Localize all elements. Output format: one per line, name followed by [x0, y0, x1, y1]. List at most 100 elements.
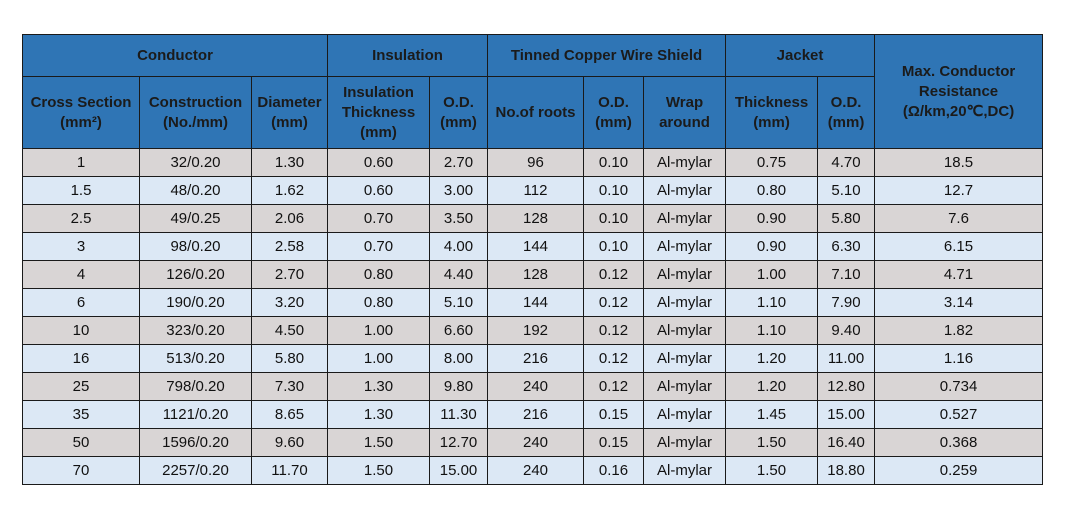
table-cell: 8.00	[429, 344, 489, 373]
table-cell: 5.10	[817, 176, 876, 205]
column-header: Construction (No./mm)	[139, 76, 252, 149]
table-cell: 1.50	[725, 428, 819, 457]
column-header: Wrap around	[643, 76, 727, 149]
table-cell: 2.06	[250, 204, 329, 233]
table-cell: 1.45	[725, 400, 819, 429]
table-cell: 1	[22, 148, 140, 177]
table-row: 25 798/0.20 7.30 1.30 9.80 240 0.12 Al-mylar 1.2…	[22, 372, 1044, 401]
table-cell: 18.5	[874, 148, 1044, 177]
table-cell: 12.80	[817, 372, 876, 401]
table-cell: 2.70	[429, 148, 489, 177]
group-header: Tinned Copper Wire Shield	[487, 34, 727, 77]
table-cell: 4.70	[817, 148, 876, 177]
table-cell: 1.62	[250, 176, 329, 205]
table-cell: 12.7	[874, 176, 1044, 205]
table-row: 1.5 48/0.20 1.62 0.60 3.00 112 0.10 Al-mylar 0.8…	[22, 176, 1044, 205]
column-header: Insulation Thickness (mm)	[327, 76, 431, 149]
table-cell: 1.30	[250, 148, 329, 177]
table-cell: Al-mylar	[643, 148, 727, 177]
table-cell: 50	[22, 428, 140, 457]
table-cell: 16.40	[817, 428, 876, 457]
table-cell: 0.70	[327, 204, 431, 233]
column-header: O.D. (mm)	[817, 76, 876, 149]
table-cell: 0.90	[725, 204, 819, 233]
table-row: 6 190/0.20 3.20 0.80 5.10 144 0.12 Al-mylar 1.10…	[22, 288, 1044, 317]
table-row: 4 126/0.20 2.70 0.80 4.40 128 0.12 Al-mylar 1.00…	[22, 260, 1044, 289]
table-cell: 112	[487, 176, 585, 205]
table-cell: 1.20	[725, 344, 819, 373]
table-cell: 3.00	[429, 176, 489, 205]
table-cell: 32/0.20	[139, 148, 252, 177]
table-cell: 240	[487, 372, 585, 401]
table-cell: 513/0.20	[139, 344, 252, 373]
table-cell: 11.30	[429, 400, 489, 429]
table-cell: 3	[22, 232, 140, 261]
table-cell: 4.40	[429, 260, 489, 289]
column-header: No.of roots	[487, 76, 585, 149]
table-cell: Al-mylar	[643, 456, 727, 485]
table-cell: 1.50	[327, 428, 431, 457]
table-cell: 0.527	[874, 400, 1044, 429]
table-cell: 128	[487, 204, 585, 233]
table-cell: 1596/0.20	[139, 428, 252, 457]
table-cell: 7.90	[817, 288, 876, 317]
table-cell: 3.20	[250, 288, 329, 317]
table-cell: 1.30	[327, 400, 431, 429]
spec-table: Conductor Insulation Tinned Copper Wire Sh…	[21, 34, 1044, 485]
table-cell: 0.70	[327, 232, 431, 261]
column-header-row: Cross Section (mm²) Construction (No./mm)…	[22, 76, 1043, 149]
table-cell: 192	[487, 316, 585, 345]
table-cell: 16	[22, 344, 140, 373]
group-header: Max. Conductor Resistance (Ω/km,20℃,DC)	[874, 34, 1044, 149]
table-cell: 0.80	[327, 260, 431, 289]
table-cell: Al-mylar	[643, 288, 727, 317]
table-cell: 798/0.20	[139, 372, 252, 401]
column-header: Diameter (mm)	[250, 76, 329, 149]
group-header: Jacket	[725, 34, 876, 77]
table-cell: 190/0.20	[139, 288, 252, 317]
table-cell: 2.5	[22, 204, 140, 233]
table-cell: Al-mylar	[643, 400, 727, 429]
table-cell: Al-mylar	[643, 316, 727, 345]
table-cell: 1.30	[327, 372, 431, 401]
table-cell: 6	[22, 288, 140, 317]
table-cell: 0.16	[583, 456, 645, 485]
table-cell: 0.10	[583, 204, 645, 233]
table-cell: Al-mylar	[643, 344, 727, 373]
table-cell: 128	[487, 260, 585, 289]
table-cell: 4.50	[250, 316, 329, 345]
table-cell: 98/0.20	[139, 232, 252, 261]
table-cell: 0.60	[327, 148, 431, 177]
table-cell: 240	[487, 428, 585, 457]
table-cell: 9.80	[429, 372, 489, 401]
group-header: Insulation	[327, 34, 489, 77]
table-cell: Al-mylar	[643, 176, 727, 205]
table-cell: 11.00	[817, 344, 876, 373]
table-cell: 18.80	[817, 456, 876, 485]
table-cell: 216	[487, 344, 585, 373]
table-cell: 1.00	[725, 260, 819, 289]
table-cell: 0.10	[583, 176, 645, 205]
table-cell: 11.70	[250, 456, 329, 485]
table-row: 2.5 49/0.25 2.06 0.70 3.50 128 0.10 Al-mylar 0.9…	[22, 204, 1044, 233]
table-cell: 7.6	[874, 204, 1044, 233]
table-cell: 1.00	[327, 316, 431, 345]
table-cell: 4	[22, 260, 140, 289]
table-cell: 0.12	[583, 344, 645, 373]
table-cell: 6.15	[874, 232, 1044, 261]
table-cell: Al-mylar	[643, 204, 727, 233]
table-cell: 0.10	[583, 148, 645, 177]
table-cell: 9.60	[250, 428, 329, 457]
table-row: 1 32/0.20 1.30 0.60 2.70 96 0.10 Al-mylar 0.75 4.…	[22, 148, 1044, 177]
table-cell: 6.30	[817, 232, 876, 261]
table-cell: 96	[487, 148, 585, 177]
table-cell: 0.12	[583, 372, 645, 401]
table-cell: 144	[487, 288, 585, 317]
table-row: 35 1121/0.20 8.65 1.30 11.30 216 0.15 Al-mylar 1…	[22, 400, 1044, 429]
table-cell: Al-mylar	[643, 428, 727, 457]
table-cell: 1.82	[874, 316, 1044, 345]
table-cell: 1.20	[725, 372, 819, 401]
table-cell: 0.12	[583, 288, 645, 317]
table-cell: 6.60	[429, 316, 489, 345]
